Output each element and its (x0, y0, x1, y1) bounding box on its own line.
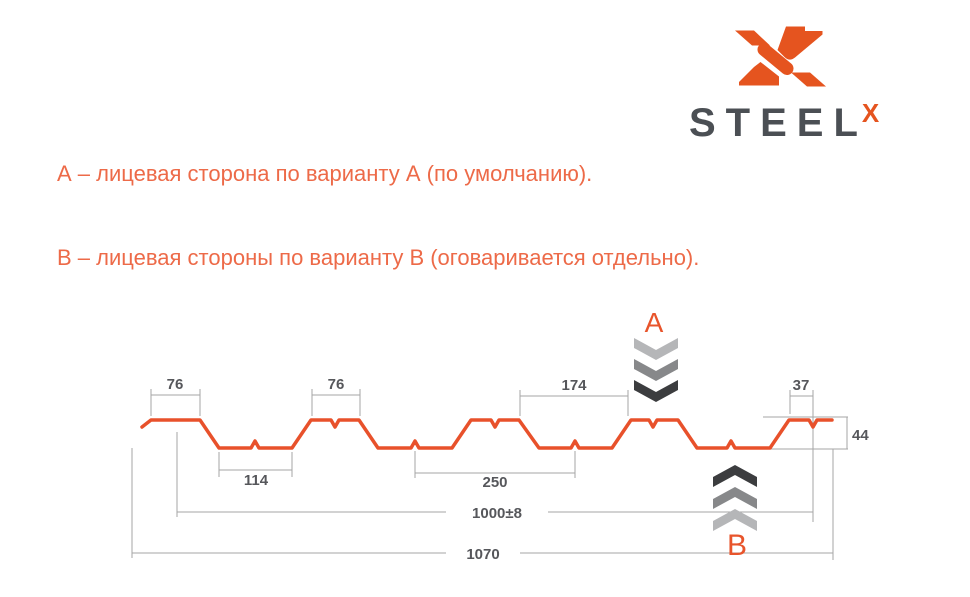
dim-working-width: 1000±8 (472, 505, 522, 522)
steelx-logo-icon (735, 26, 826, 87)
variant-b-arrow-icon (713, 465, 757, 531)
dim-crest-spacing: 174 (561, 377, 587, 394)
dim-pitch: 250 (482, 474, 507, 491)
dim-height: 44 (852, 427, 869, 444)
logo-x-shape (735, 26, 826, 87)
dim-overall-width: 1070 (466, 546, 499, 563)
variant-a-note: А – лицевая сторона по варианту А (по ум… (57, 161, 593, 186)
brand-sup-x: X (861, 98, 880, 128)
dim-top-flat-left: 76 (167, 376, 184, 393)
dimension-lines (131, 389, 848, 560)
brand-text: STEEL (689, 101, 868, 145)
profile-outline (140, 418, 834, 450)
dim-edge-flat: 37 (793, 377, 810, 394)
dim-bottom-flat: 114 (244, 472, 269, 489)
variant-b-note: В – лицевая стороны по варианту В (огова… (57, 245, 700, 270)
variant-a-letter: А (645, 307, 664, 338)
dim-top-flat-mid: 76 (328, 376, 345, 393)
variant-a-arrow-icon (634, 338, 678, 402)
brand-name: STEELX (689, 98, 880, 146)
variant-b-letter: В (727, 529, 747, 562)
